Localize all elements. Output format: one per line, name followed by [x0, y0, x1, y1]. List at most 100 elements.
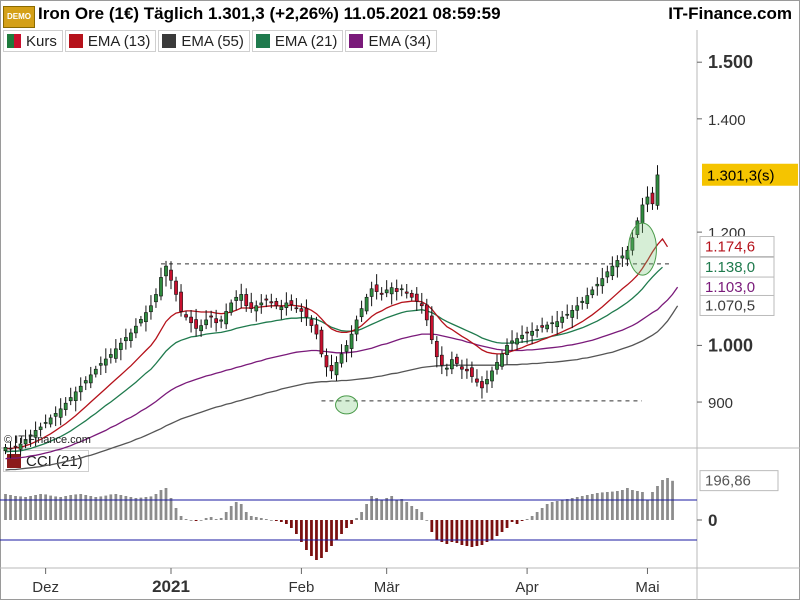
candle-body: [545, 324, 550, 330]
legend-ema21[interactable]: EMA (21): [251, 30, 344, 52]
candle-body: [600, 278, 605, 287]
candle-body: [334, 362, 339, 376]
candle-body: [309, 319, 314, 326]
candle-body: [304, 307, 309, 318]
cci-bar: [335, 520, 338, 540]
cci-bar: [99, 496, 103, 520]
ema-value-label: 1.103,0: [705, 279, 755, 296]
legend-label: EMA (34): [368, 32, 431, 50]
ema13-swatch-icon: [68, 34, 83, 48]
legend-ema34[interactable]: EMA (34): [345, 30, 437, 52]
cci-bar: [274, 520, 278, 521]
cci-bar: [515, 520, 519, 524]
candle-body: [399, 288, 404, 291]
cci-bar: [525, 519, 529, 520]
cci-bar: [610, 491, 614, 520]
x-tick-label: Feb: [288, 579, 314, 596]
candle-body: [329, 365, 334, 372]
candle-body: [515, 338, 519, 345]
cci-bar: [570, 498, 574, 520]
candle-body: [119, 342, 123, 350]
legend-cci[interactable]: CCI (21): [3, 450, 89, 472]
cci-bar: [580, 496, 584, 520]
low-highlight: [335, 395, 359, 415]
candle-body: [154, 294, 158, 303]
candle-body: [189, 316, 193, 324]
cci-bar: [455, 520, 459, 543]
cci-bar: [269, 520, 273, 521]
y-tick-label: 900: [708, 395, 733, 412]
candle-body: [83, 380, 88, 384]
cci-bar: [545, 504, 549, 520]
candle-body: [439, 354, 444, 366]
candle-body: [424, 304, 429, 321]
level-lines: [160, 263, 673, 402]
cci-bar: [44, 494, 48, 520]
cci-bars: [0, 478, 697, 560]
cci-value-label: 196,86: [705, 473, 751, 490]
cci-bar: [84, 495, 88, 520]
legend-ema55[interactable]: EMA (55): [158, 30, 250, 52]
cci-bar: [149, 496, 153, 520]
cci-bar: [214, 519, 218, 520]
cci-bar: [39, 494, 42, 520]
candle-body: [645, 196, 650, 205]
legend-ema13[interactable]: EMA (13): [64, 30, 157, 52]
cci-bar: [651, 492, 654, 520]
cci-bar: [194, 520, 198, 521]
cci-bar: [64, 496, 68, 520]
candle-body: [78, 385, 83, 393]
cci-bar: [605, 492, 609, 520]
cci-legend: CCI (21): [3, 450, 91, 472]
candle-body: [419, 303, 424, 307]
cci-bar: [520, 520, 524, 521]
candle-body: [179, 291, 183, 312]
candle-body: [374, 284, 379, 292]
candle-body: [299, 308, 304, 312]
cci-bar: [400, 499, 404, 520]
annotations: [335, 222, 657, 415]
candle-body: [209, 315, 213, 318]
candle-body: [465, 368, 469, 372]
cci-bar: [626, 488, 629, 520]
cci-bar: [239, 504, 243, 520]
x-tick-label: 2021: [152, 577, 190, 596]
candle-body: [88, 374, 93, 384]
candle-body: [434, 341, 439, 358]
candle-body: [580, 300, 585, 303]
cci-bar: [646, 500, 649, 520]
cci-bar: [49, 495, 53, 520]
cci-bar: [480, 520, 484, 545]
watermark: © IT-Finance.com: [4, 434, 91, 446]
candle-body: [244, 294, 249, 307]
cci-bar: [666, 478, 669, 520]
cci-bar: [234, 502, 238, 520]
cci-bar: [330, 520, 333, 546]
candle-body: [339, 353, 344, 364]
candle-body: [570, 309, 575, 318]
cci-bar: [535, 512, 539, 520]
legend-kurs[interactable]: Kurs: [3, 30, 63, 52]
candle-body: [284, 302, 289, 308]
candle-body: [199, 325, 203, 332]
kurs-swatch-icon: [7, 34, 21, 48]
candle-body: [590, 289, 595, 296]
candle-body: [555, 321, 560, 328]
candle-body: [575, 305, 580, 311]
cci-bar: [385, 498, 389, 520]
candle-body: [635, 220, 640, 235]
x-tick-label: Dez: [32, 579, 59, 596]
brand-name[interactable]: IT-Finance.com: [668, 4, 792, 23]
cci-bar: [179, 516, 183, 520]
cci-bar: [14, 496, 17, 520]
cci-bar: [430, 520, 434, 532]
cci-bar: [380, 500, 384, 520]
cci-bar: [485, 520, 489, 542]
cci-bar: [360, 512, 363, 520]
cci-bar: [320, 520, 323, 558]
cci-bar: [410, 506, 414, 520]
candle-body: [650, 192, 655, 205]
candle-body: [429, 315, 434, 341]
cci-bar: [305, 520, 308, 550]
candle-body: [404, 291, 409, 294]
